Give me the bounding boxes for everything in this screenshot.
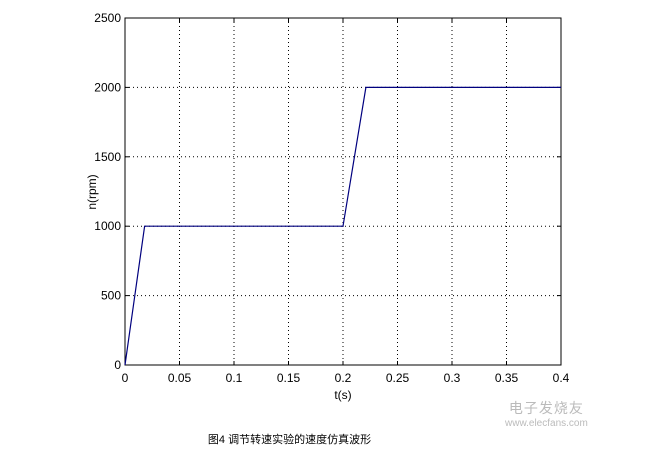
watermark-brand: 电子发烧友 (508, 400, 584, 416)
y-tick-label: 2000 (94, 80, 121, 94)
x-tick-label: 0 (122, 371, 129, 385)
x-tick-label: 0.3 (444, 371, 461, 385)
y-tick-label: 500 (101, 289, 121, 303)
x-tick-label: 0.2 (335, 371, 352, 385)
y-tick-label: 1500 (94, 150, 121, 164)
x-tick-label: 0.25 (386, 371, 410, 385)
watermark-url: www.elecfans.com (505, 418, 588, 429)
x-tick-label: 0.05 (168, 371, 192, 385)
x-axis-label: t(s) (334, 388, 351, 402)
y-axis-label: n(rpm) (85, 174, 99, 209)
series-line (124, 86, 561, 366)
figure-caption: 图4 调节转速实验的速度仿真波形 (0, 431, 659, 447)
y-tick-label: 2500 (94, 11, 121, 25)
caption-text: 图4 调节转速实验的速度仿真波形 (207, 434, 372, 446)
x-tick-label: 0.15 (277, 371, 301, 385)
x-tick-label: 0.35 (495, 371, 519, 385)
watermark-logo: 电子发烧友 www.elecfans.com (505, 398, 588, 429)
y-tick-label: 1000 (94, 219, 121, 233)
plot-frame (124, 17, 562, 366)
x-tick-label: 0.4 (553, 371, 570, 385)
x-tick-label: 0.1 (226, 371, 243, 385)
grid (124, 17, 562, 366)
y-tick-label: 0 (114, 358, 121, 372)
